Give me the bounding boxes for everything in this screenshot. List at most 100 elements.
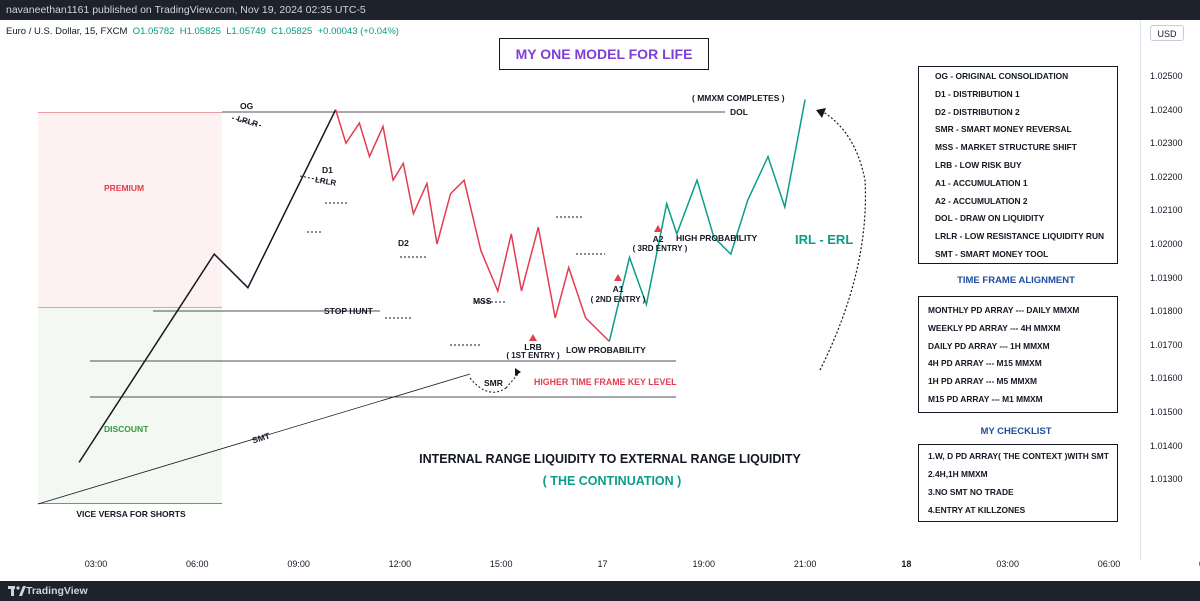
- a1-entry-label: ( 2ND ENTRY ): [590, 295, 646, 304]
- time-tick: 06:00: [1097, 559, 1121, 569]
- ohlc-low: L1.05749: [226, 26, 266, 37]
- mss-label: MSS: [473, 296, 492, 306]
- currency-button[interactable]: USD: [1150, 25, 1184, 41]
- list-item: D2 - DISTRIBUTION 2: [935, 106, 1020, 117]
- smr-arc: [469, 377, 507, 393]
- list-item: MONTHLY PD ARRAY --- DAILY MMXM: [928, 305, 1080, 315]
- price-path-accumulation: [608, 99, 806, 342]
- premium-zone: [38, 112, 222, 308]
- price-tick: 1.01900: [1150, 272, 1183, 283]
- price-axis-border: [1140, 20, 1141, 560]
- lrlr-dotted-2: [299, 175, 326, 182]
- list-item: MSS - MARKET STRUCTURE SHIFT: [935, 142, 1077, 153]
- definitions-box: OG - ORIGINAL CONSOLIDATION D1 - DISTRIBU…: [918, 66, 1118, 264]
- time-tick: 18: [901, 559, 912, 569]
- premium-label: PREMIUM: [104, 183, 145, 193]
- ohlc-high: H1.05825: [179, 26, 221, 37]
- list-item: A2 - ACCUMULATION 2: [935, 195, 1028, 206]
- time-tick: 03:00: [996, 559, 1019, 569]
- lrb-entry-label: ( 1ST ENTRY ): [506, 351, 560, 360]
- vice-versa-label: VICE VERSA FOR SHORTS: [76, 509, 186, 519]
- a2-entry-marker: [654, 225, 662, 232]
- irl-erl-arrow: [816, 108, 826, 118]
- list-item: LRB - LOW RISK BUY: [935, 160, 1022, 170]
- htf-key-level-label: HIGHER TIME FRAME KEY LEVEL: [534, 377, 677, 387]
- time-tick: 12:00: [388, 559, 412, 569]
- list-item: 1H PD ARRAY --- M5 MMXM: [928, 376, 1038, 387]
- price-tick: 1.01700: [1150, 339, 1183, 350]
- price-tick: 1.01500: [1150, 407, 1183, 417]
- symbol-name[interactable]: Euro / U.S. Dollar, 15, FXCM: [6, 26, 128, 37]
- ohlc-open: O1.05782: [132, 26, 175, 37]
- time-tick: 06:00: [186, 559, 209, 569]
- price-path-black: [78, 109, 337, 463]
- time-tick: 19:00: [692, 559, 716, 569]
- list-item: LRLR - LOW RESISTANCE LIQUIDITY RUN: [935, 231, 1105, 242]
- price-tick: 1.02300: [1150, 138, 1183, 149]
- stop-hunt-label: STOP HUNT: [324, 306, 373, 316]
- smr-arc-tail: [505, 372, 520, 389]
- time-tick: 03:00: [84, 559, 108, 569]
- irl-erl-label: IRL - ERL: [795, 232, 854, 247]
- symbol-legend: Euro / U.S. Dollar, 15, FXCM O1.05782 H1…: [6, 26, 399, 37]
- a2-entry-label: ( 3RD ENTRY ): [632, 244, 688, 253]
- timeframe-box: MONTHLY PD ARRAY --- DAILY MMXM WEEKLY PD…: [918, 296, 1118, 413]
- smr-label: SMR: [484, 378, 503, 388]
- lrlr-dotted-1: [231, 117, 263, 127]
- tradingview-logo-icon: [8, 586, 26, 596]
- time-tick: 15:00: [489, 559, 513, 569]
- published-text: navaneethan1161 published on TradingView…: [6, 4, 366, 16]
- discount-label: DISCOUNT: [104, 424, 149, 434]
- footer-brand[interactable]: TradingView: [26, 585, 88, 597]
- checklist-title: MY CHECKLIST: [980, 426, 1052, 437]
- ohlc-close: C1.05825: [271, 26, 313, 37]
- dol-label: DOL: [730, 107, 748, 117]
- price-tick: 1.01800: [1150, 306, 1183, 317]
- list-item: 2.4H,1H MMXM: [928, 469, 988, 479]
- list-item: DAILY PD ARRAY --- 1H MMXM: [928, 340, 1050, 351]
- list-item: A1 - ACCUMULATION 1: [935, 177, 1028, 188]
- high-probability-label: HIGH PROBABILITY: [676, 233, 758, 243]
- smr-arc-arrow: [515, 368, 521, 376]
- list-item: SMR - SMART MONEY REVERSAL: [935, 124, 1072, 135]
- price-tick: 1.02500: [1150, 71, 1183, 81]
- timeframe-title: TIME FRAME ALIGNMENT: [957, 275, 1075, 286]
- list-item: 1.W, D PD ARRAY( THE CONTEXT )WITH SMT: [928, 451, 1109, 461]
- price-tick: 1.02400: [1150, 104, 1183, 115]
- low-probability-label: LOW PROBABILITY: [566, 345, 646, 355]
- list-item: 4.ENTRY AT KILLZONES: [928, 505, 1026, 515]
- list-item: M15 PD ARRAY --- M1 MMXM: [928, 394, 1043, 404]
- list-item: WEEKLY PD ARRAY --- 4H MMXM: [928, 322, 1061, 333]
- mmxm-label: ( MMXM COMPLETES ): [692, 93, 785, 103]
- time-tick: 09:00: [287, 559, 310, 569]
- list-item: 3.NO SMT NO TRADE: [928, 487, 1014, 497]
- irl-erl-arc: [819, 109, 867, 371]
- price-tick: 1.02100: [1150, 205, 1183, 216]
- a1-label: A1: [612, 284, 624, 294]
- list-item: DOL - DRAW ON LIQUIDITY: [935, 213, 1045, 224]
- price-path-distribution: [334, 109, 610, 342]
- a1-entry-marker: [614, 274, 622, 281]
- published-bar: navaneethan1161 published on TradingView…: [0, 0, 1200, 20]
- lrb-entry-marker: [529, 334, 537, 341]
- d2-label: D2: [398, 238, 409, 248]
- checklist-box: 1.W, D PD ARRAY( THE CONTEXT )WITH SMT 2.…: [918, 444, 1118, 522]
- list-item: 4H PD ARRAY --- M15 MMXM: [928, 358, 1042, 369]
- ohlc-change: +0.00043 (+0.04%): [317, 26, 399, 37]
- a2-label: A2: [652, 234, 664, 244]
- price-tick: 1.02000: [1150, 239, 1183, 249]
- og-label: OG: [240, 101, 254, 111]
- time-tick: 21:00: [793, 559, 817, 569]
- chart-title: MY ONE MODEL FOR LIFE: [499, 38, 709, 70]
- footer-bar: TradingView: [0, 581, 1200, 601]
- list-item: D1 - DISTRIBUTION 1: [935, 88, 1020, 99]
- price-tick: 1.02200: [1150, 171, 1183, 182]
- discount-zone: [38, 308, 222, 504]
- time-tick: 17: [597, 559, 608, 569]
- lrb-label: LRB: [524, 342, 542, 352]
- price-tick: 1.01400: [1150, 440, 1183, 451]
- list-item: SMT - SMART MONEY TOOL: [935, 249, 1049, 259]
- smt-divergence-line: [37, 373, 471, 505]
- main-caption: INTERNAL RANGE LIQUIDITY TO EXTERNAL RAN…: [419, 452, 801, 466]
